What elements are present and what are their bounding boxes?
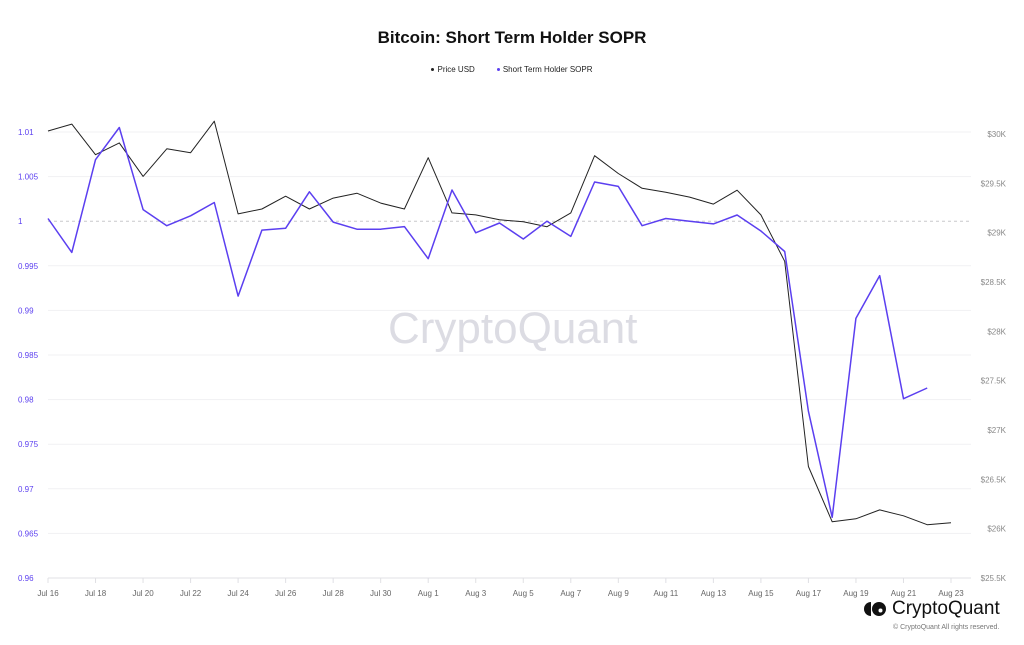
legend-label-sopr: Short Term Holder SOPR bbox=[502, 65, 593, 74]
x-tick-label: Jul 30 bbox=[370, 589, 392, 598]
legend-label-price: Price USD bbox=[437, 65, 475, 74]
y-right-tick-label: $28.5K bbox=[981, 278, 1007, 287]
legend-dot-sopr-icon bbox=[496, 68, 500, 71]
x-tick-label: Aug 23 bbox=[938, 589, 964, 598]
x-tick-label: Jul 26 bbox=[275, 589, 297, 598]
legend-dot-price-icon bbox=[431, 68, 435, 71]
series-lines bbox=[47, 120, 952, 526]
x-tick-label: Jul 22 bbox=[180, 589, 202, 598]
watermark: CryptoQuant bbox=[388, 304, 638, 353]
x-tick-label: Aug 9 bbox=[608, 589, 629, 598]
legend-item-sopr[interactable]: Short Term Holder SOPR bbox=[496, 65, 593, 74]
price-line bbox=[47, 120, 952, 526]
y-right-tick-label: $27.5K bbox=[981, 377, 1007, 386]
logo-text: CryptoQuant bbox=[892, 598, 1000, 619]
copyright: © CryptoQuant All rights reserved. bbox=[893, 624, 1000, 631]
y-left-tick-label: 0.98 bbox=[18, 396, 34, 405]
y-right-tick-label: $29K bbox=[987, 229, 1006, 238]
y-left-tick-label: 0.995 bbox=[18, 262, 39, 271]
chart-legend: Price USD Short Term Holder SOPR bbox=[0, 65, 1024, 74]
y-right-tick-label: $27K bbox=[987, 426, 1006, 435]
x-tick-label: Aug 5 bbox=[513, 589, 534, 598]
x-tick-label: Jul 16 bbox=[37, 589, 59, 598]
x-tick-label: Jul 20 bbox=[132, 589, 154, 598]
y-left-tick-label: 1.005 bbox=[18, 173, 39, 182]
y-left-tick-label: 0.985 bbox=[18, 351, 39, 360]
y-right-tick-label: $26.5K bbox=[981, 475, 1007, 484]
x-tick-label: Jul 18 bbox=[85, 589, 107, 598]
x-axis: Jul 16 Jul 18 Jul 20 Jul 22 Jul 24 Jul 26 Jul … bbox=[37, 577, 971, 598]
y-left-tick-label: 0.975 bbox=[18, 440, 39, 449]
y-right-tick-label: $30K bbox=[987, 130, 1006, 139]
x-tick-label: Aug 1 bbox=[418, 589, 439, 598]
x-tick-label: Aug 17 bbox=[796, 589, 822, 598]
y-right-tick-label: $28K bbox=[987, 327, 1006, 336]
y-left-tick-label: 1 bbox=[18, 217, 23, 226]
y-left-tick-label: 0.965 bbox=[18, 529, 39, 538]
cryptoquant-logo: CryptoQuant bbox=[864, 598, 1000, 620]
x-tick-label: Aug 13 bbox=[701, 589, 727, 598]
y-right-tick-label: $25.5K bbox=[981, 574, 1007, 583]
y-axis-left: 0.96 0.965 0.97 0.975 0.98 0.985 0.99 0.995 1 1.0… bbox=[18, 128, 39, 583]
x-tick-label: Aug 15 bbox=[748, 589, 774, 598]
x-tick-label: Aug 19 bbox=[843, 589, 869, 598]
legend-item-price[interactable]: Price USD bbox=[431, 65, 475, 74]
x-tick-label: Jul 24 bbox=[227, 589, 249, 598]
grid-lines bbox=[48, 131, 971, 579]
y-left-tick-label: 0.99 bbox=[18, 306, 34, 315]
y-axis-right: $25.5K $26K $26.5K $27K $27.5K $28K $28.5K $29K… bbox=[981, 130, 1007, 583]
x-tick-label: Aug 3 bbox=[465, 589, 486, 598]
cryptoquant-logo-icon bbox=[864, 602, 886, 616]
x-tick-label: Aug 11 bbox=[653, 589, 678, 598]
y-right-tick-label: $26K bbox=[987, 525, 1006, 534]
sopr-line bbox=[47, 126, 928, 519]
y-left-tick-label: 1.01 bbox=[18, 128, 34, 137]
chart-title: Bitcoin: Short Term Holder SOPR bbox=[377, 28, 647, 47]
x-tick-label: Aug 21 bbox=[891, 589, 917, 598]
y-left-tick-label: 0.97 bbox=[18, 485, 34, 494]
y-right-tick-label: $29.5K bbox=[981, 179, 1007, 188]
x-tick-label: Aug 7 bbox=[560, 589, 581, 598]
y-left-tick-label: 0.96 bbox=[18, 574, 34, 583]
x-tick-label: Jul 28 bbox=[322, 589, 344, 598]
